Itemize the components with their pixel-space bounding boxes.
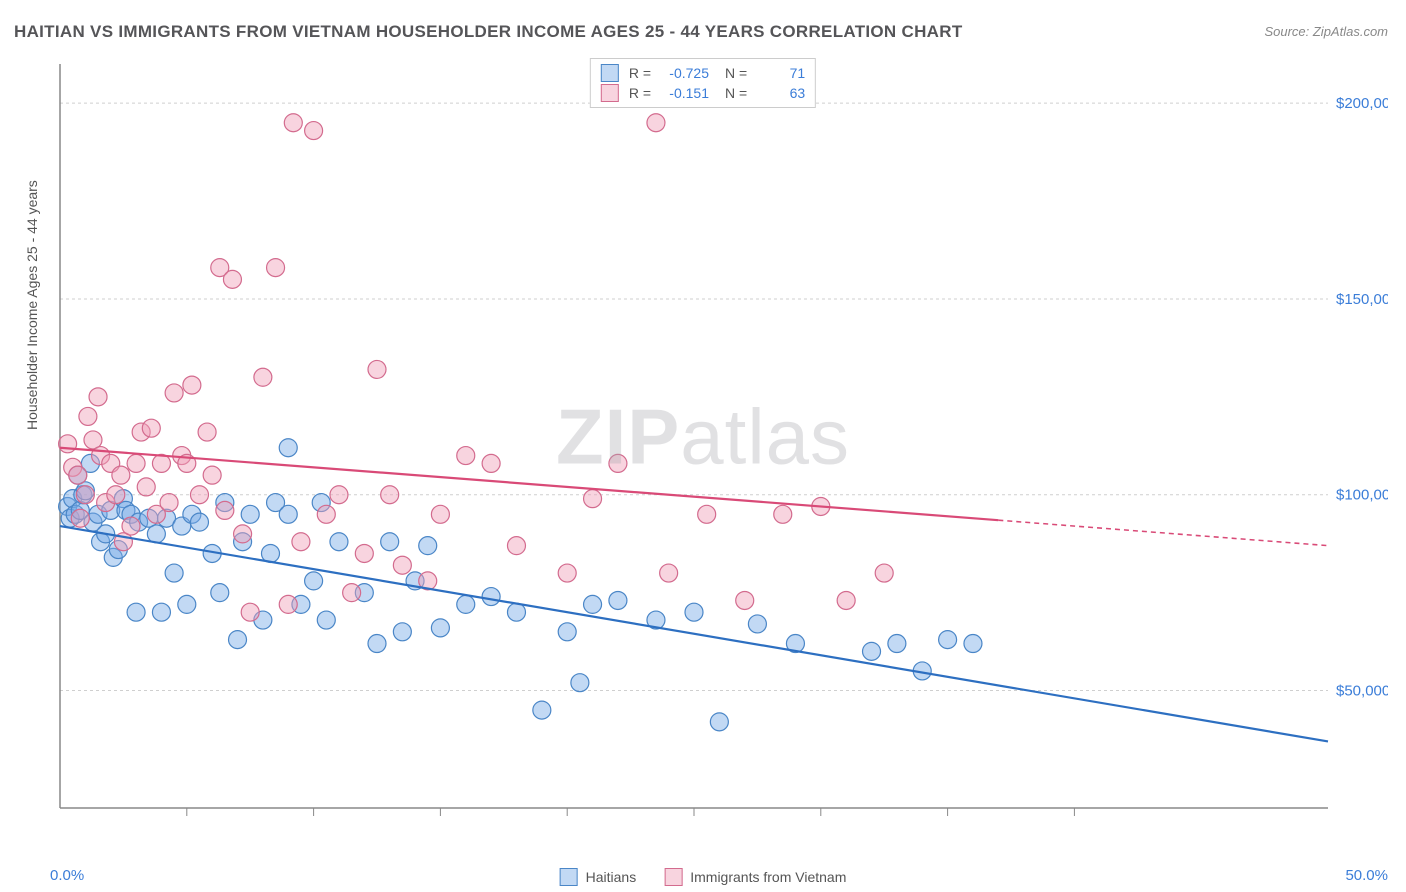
svg-text:$100,000: $100,000	[1336, 487, 1388, 504]
scatter-plot: $50,000 $100,000 $150,000 $200,000	[58, 56, 1388, 848]
swatch-haitians-icon	[560, 868, 578, 886]
swatch-vietnam-icon	[664, 868, 682, 886]
r-label: R =	[629, 65, 651, 81]
y-axis-label: Householder Income Ages 25 - 44 years	[24, 180, 40, 430]
chart-title: HAITIAN VS IMMIGRANTS FROM VIETNAM HOUSE…	[14, 22, 963, 42]
n-value-haitians: 71	[753, 65, 805, 81]
n-label: N =	[725, 65, 747, 81]
legend-item-vietnam: Immigrants from Vietnam	[664, 868, 846, 886]
r-label: R =	[629, 85, 651, 101]
stats-legend: R = -0.725 N = 71 R = -0.151 N = 63	[590, 58, 816, 108]
legend-item-haitians: Haitians	[560, 868, 637, 886]
stats-row-haitians: R = -0.725 N = 71	[601, 63, 805, 83]
n-label: N =	[725, 85, 747, 101]
svg-text:$50,000: $50,000	[1336, 683, 1388, 700]
legend-label-vietnam: Immigrants from Vietnam	[690, 869, 846, 885]
bottom-legend: Haitians Immigrants from Vietnam	[560, 868, 847, 886]
r-value-vietnam: -0.151	[657, 85, 709, 101]
swatch-haitians-icon	[601, 64, 619, 82]
r-value-haitians: -0.725	[657, 65, 709, 81]
x-axis-max-label: 50.0%	[1345, 867, 1388, 884]
source-attribution: Source: ZipAtlas.com	[1264, 24, 1388, 39]
x-axis-min-label: 0.0%	[50, 867, 84, 884]
legend-label-haitians: Haitians	[586, 869, 637, 885]
swatch-vietnam-icon	[601, 84, 619, 102]
svg-text:$150,000: $150,000	[1336, 291, 1388, 308]
stats-row-vietnam: R = -0.151 N = 63	[601, 83, 805, 103]
svg-text:$200,000: $200,000	[1336, 95, 1388, 112]
n-value-vietnam: 63	[753, 85, 805, 101]
